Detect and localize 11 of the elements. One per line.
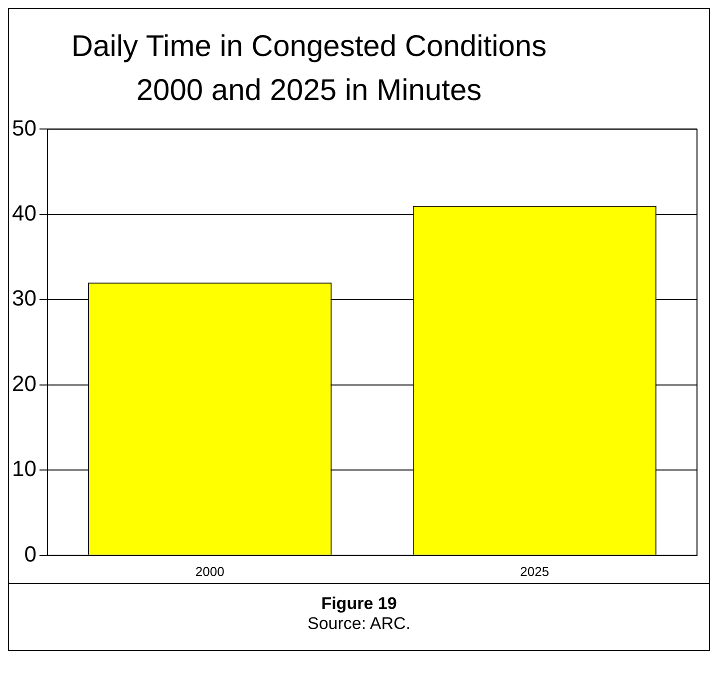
y-tick-label: 0 — [24, 541, 36, 566]
x-tick-label: 2000 — [195, 564, 224, 579]
y-tick-label: 50 — [12, 115, 36, 140]
chart-title: Daily Time in Congested Conditions 2000 and 2025 in Minutes — [70, 29, 548, 109]
x-tick-label: 2025 — [520, 564, 550, 579]
source-note: Source: ARC. — [306, 614, 412, 634]
y-tick-label: 20 — [12, 370, 36, 396]
y-tick-label: 30 — [12, 286, 36, 311]
y-tick-label: 40 — [12, 200, 36, 226]
y-tick-label: 10 — [12, 456, 36, 482]
caption: Figure 19 — [320, 594, 398, 614]
